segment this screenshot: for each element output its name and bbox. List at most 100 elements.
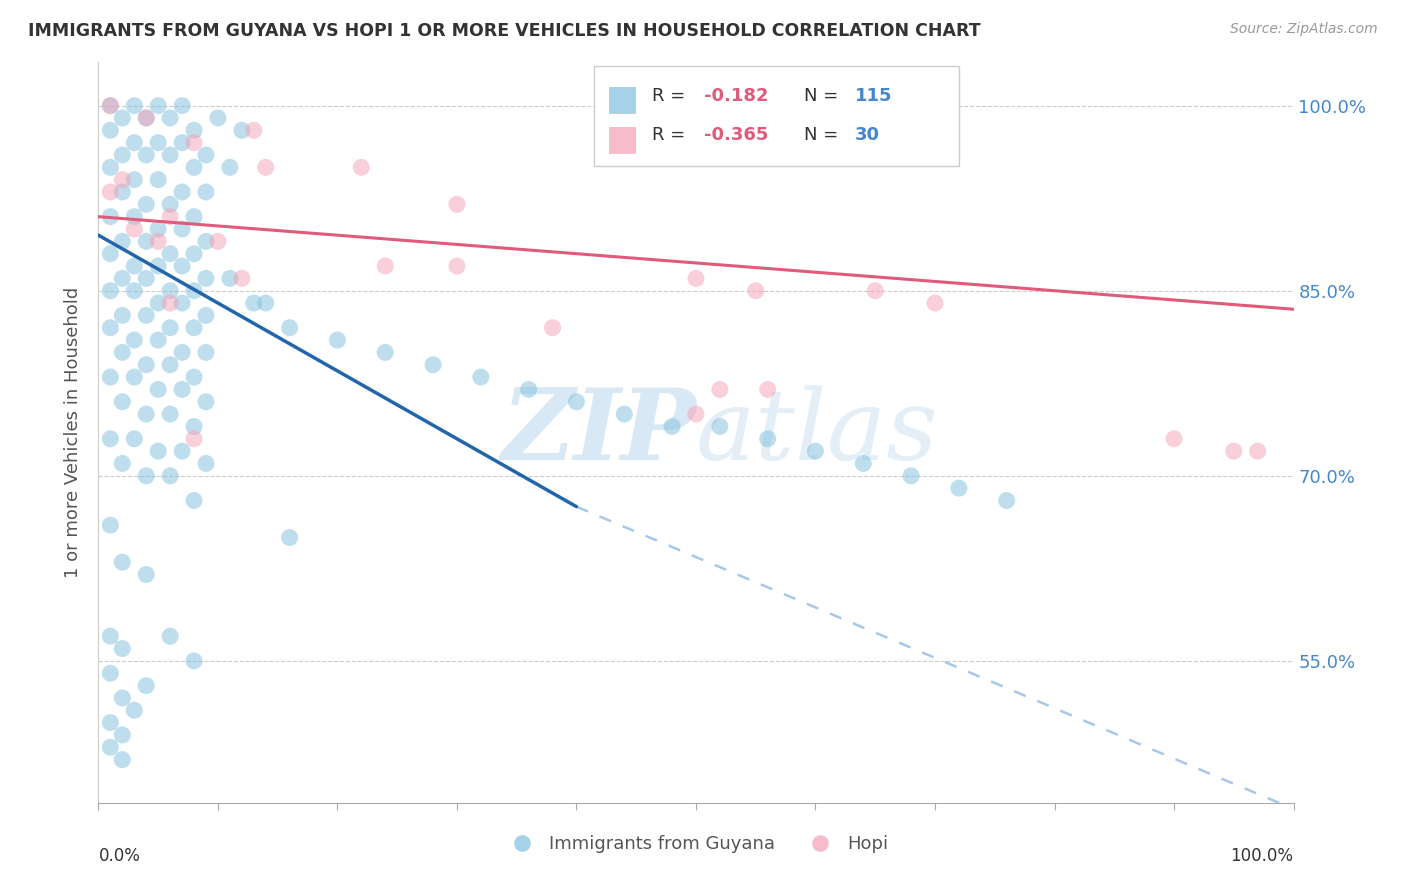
- Point: [195, 457, 218, 471]
- Point: [278, 320, 301, 334]
- Point: [446, 259, 468, 273]
- Point: [172, 259, 194, 273]
- Point: [135, 407, 157, 421]
- Point: [195, 345, 218, 359]
- Text: R =: R =: [652, 87, 690, 104]
- Point: [98, 210, 122, 224]
- Point: [183, 493, 205, 508]
- Point: [124, 172, 146, 186]
- Point: [159, 407, 181, 421]
- Point: [219, 161, 242, 175]
- Point: [111, 271, 134, 285]
- Point: [626, 148, 648, 162]
- Point: [135, 111, 157, 125]
- Point: [709, 419, 731, 434]
- Point: [172, 345, 194, 359]
- Point: [135, 271, 157, 285]
- Point: [98, 518, 122, 533]
- Point: [756, 383, 779, 397]
- Text: 115: 115: [855, 87, 893, 104]
- Point: [148, 296, 170, 310]
- Point: [924, 296, 946, 310]
- Point: [135, 309, 157, 323]
- Point: [745, 284, 768, 298]
- Point: [135, 468, 157, 483]
- Text: N =: N =: [804, 87, 844, 104]
- Point: [195, 394, 218, 409]
- Point: [183, 136, 205, 150]
- Point: [111, 345, 134, 359]
- Point: [124, 222, 146, 236]
- Point: [172, 136, 194, 150]
- Point: [111, 457, 134, 471]
- Point: [159, 468, 181, 483]
- Point: [661, 419, 683, 434]
- Point: [159, 629, 181, 643]
- Point: [135, 235, 157, 249]
- Point: [231, 123, 253, 137]
- Point: [326, 333, 349, 347]
- Point: [111, 148, 134, 162]
- Text: 0.0%: 0.0%: [98, 847, 141, 865]
- Point: [159, 296, 181, 310]
- Point: [195, 309, 218, 323]
- Point: [900, 468, 922, 483]
- Point: [207, 111, 229, 125]
- Point: [183, 370, 205, 384]
- Point: [135, 148, 157, 162]
- Point: [124, 98, 146, 112]
- Point: [98, 98, 122, 112]
- Point: [219, 271, 242, 285]
- Point: [111, 111, 134, 125]
- Point: [172, 222, 194, 236]
- Point: [422, 358, 444, 372]
- Text: N =: N =: [804, 126, 844, 144]
- Y-axis label: 1 or more Vehicles in Household: 1 or more Vehicles in Household: [65, 287, 83, 578]
- FancyBboxPatch shape: [609, 127, 636, 153]
- Point: [195, 185, 218, 199]
- Point: [111, 728, 134, 742]
- Text: atlas: atlas: [696, 385, 939, 480]
- Point: [243, 296, 266, 310]
- Point: [148, 136, 170, 150]
- Point: [159, 111, 181, 125]
- Point: [98, 123, 122, 137]
- Text: 100.0%: 100.0%: [1230, 847, 1294, 865]
- Point: [148, 172, 170, 186]
- Point: [124, 284, 146, 298]
- Point: [195, 271, 218, 285]
- Point: [148, 444, 170, 458]
- Point: [111, 185, 134, 199]
- Point: [98, 629, 122, 643]
- Point: [111, 641, 134, 656]
- Point: [172, 185, 194, 199]
- Point: [148, 383, 170, 397]
- Point: [98, 98, 122, 112]
- Point: [135, 679, 157, 693]
- Point: [470, 370, 492, 384]
- Point: [517, 383, 540, 397]
- Point: [98, 161, 122, 175]
- Point: [135, 197, 157, 211]
- Point: [111, 690, 134, 705]
- Point: [183, 419, 205, 434]
- Text: -0.182: -0.182: [704, 87, 769, 104]
- Point: [207, 235, 229, 249]
- Point: [183, 161, 205, 175]
- Point: [124, 703, 146, 717]
- Point: [172, 296, 194, 310]
- Point: [374, 259, 396, 273]
- Point: [124, 370, 146, 384]
- Point: [254, 161, 277, 175]
- Point: [148, 98, 170, 112]
- Point: [1223, 444, 1246, 458]
- Point: [243, 123, 266, 137]
- Point: [183, 320, 205, 334]
- Point: [685, 407, 707, 421]
- Point: [541, 320, 564, 334]
- Point: [183, 123, 205, 137]
- Point: [159, 358, 181, 372]
- Point: [1247, 444, 1270, 458]
- Point: [98, 284, 122, 298]
- Point: [183, 432, 205, 446]
